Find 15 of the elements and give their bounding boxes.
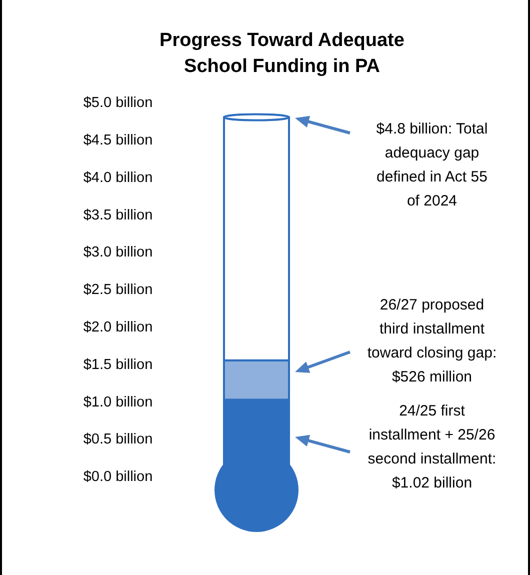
- y-tick-label: $1.5 billion: [83, 356, 153, 373]
- y-tick-label: $2.5 billion: [83, 282, 153, 298]
- y-tick-label: $0.5 billion: [83, 432, 153, 448]
- chart-title: Progress Toward Adequate School Funding in PA: [160, 30, 404, 77]
- text: 26/27 proposed third installment toward closing gap: $526 million: [367, 296, 497, 386]
- y-tick-label: $5.0 billion: [83, 95, 153, 112]
- y-tick-label: $3.5 billion: [83, 207, 153, 224]
- text: 24/25 first installment + 25/26 second installment: $1.02 billion: [368, 402, 496, 492]
- y-tick-label: $1.0 billion: [83, 394, 153, 410]
- y-tick-label: $2.0 billion: [83, 319, 153, 336]
- text: $4.8 billion: Total adequacy gap defined in Act 55 of 2024: [376, 120, 488, 210]
- y-tick-label: $3.0 billion: [83, 244, 153, 261]
- y-tick-label: $4.5 billion: [83, 132, 153, 148]
- y-tick-label: $0.0 billion: [83, 469, 153, 486]
- y-tick-label: $4.0 billion: [83, 170, 153, 186]
